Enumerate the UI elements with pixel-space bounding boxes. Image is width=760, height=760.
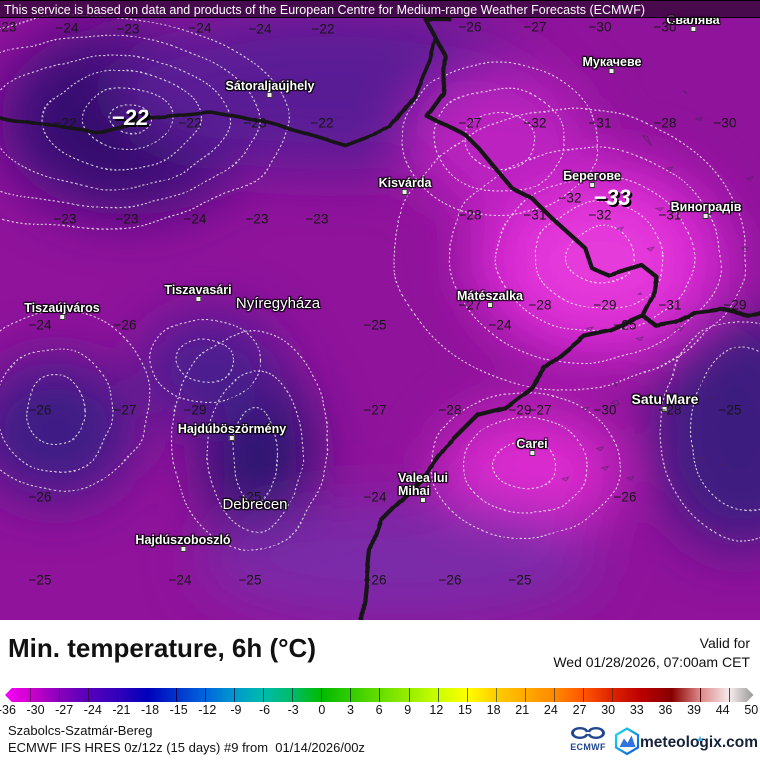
svg-text:meteologix.com: meteologix.com <box>640 734 758 751</box>
svg-text:ECMWF: ECMWF <box>570 742 606 752</box>
